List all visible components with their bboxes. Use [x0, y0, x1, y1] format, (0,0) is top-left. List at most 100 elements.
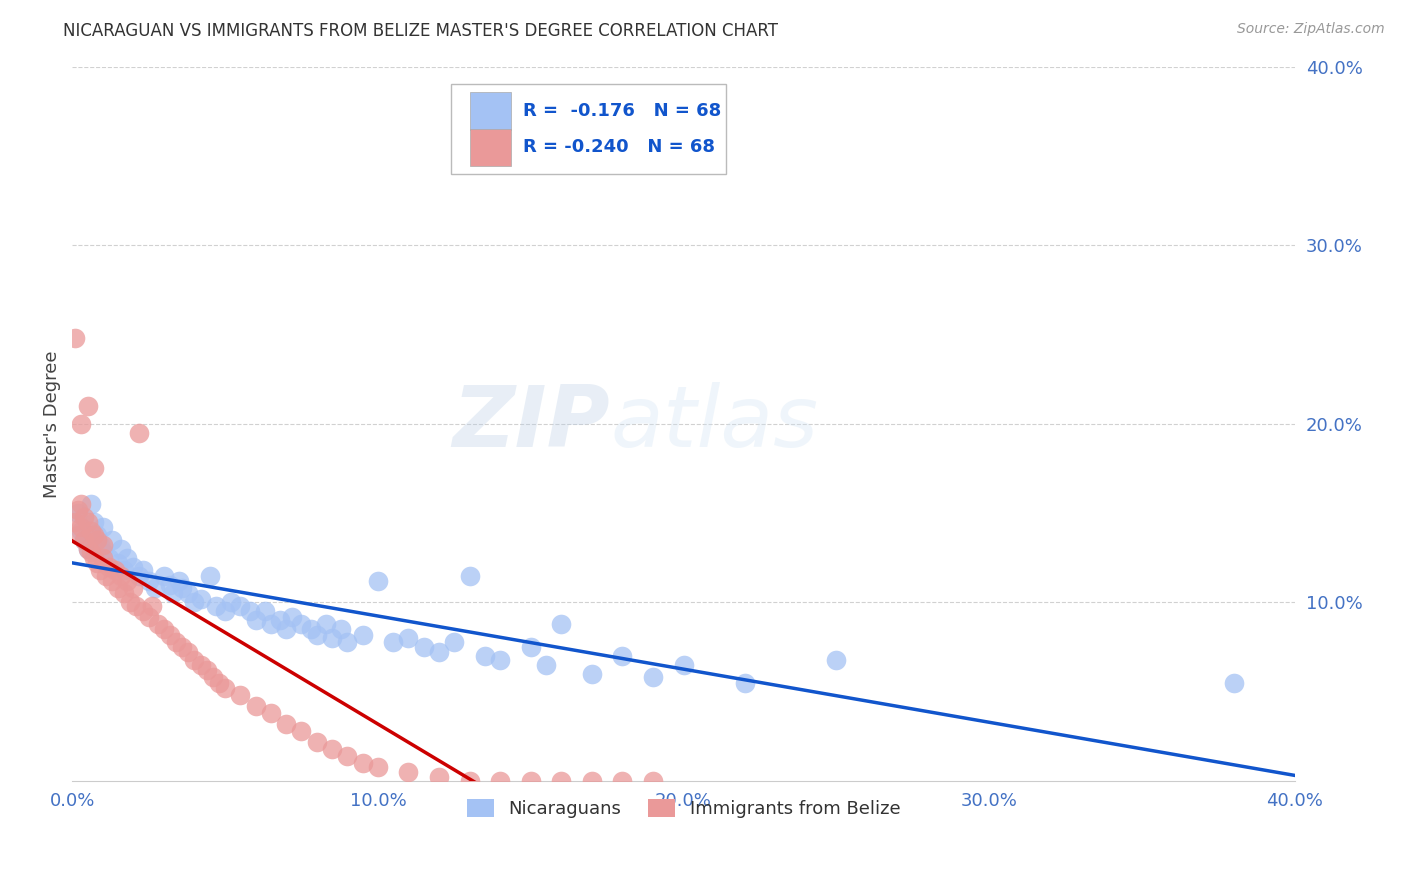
Point [205, 599, 228, 613]
FancyBboxPatch shape [470, 93, 512, 129]
Point [172, 640, 194, 654]
Point [519, 640, 541, 654]
Point [299, 622, 322, 636]
Point [76, 541, 98, 556]
Point [458, 774, 481, 789]
Point [229, 688, 252, 702]
Point [427, 645, 450, 659]
Point [138, 609, 160, 624]
Point [612, 774, 634, 789]
Point [110, 541, 132, 556]
Point [305, 627, 328, 641]
Point [290, 616, 312, 631]
Point [86, 527, 108, 541]
Point [73, 533, 96, 547]
FancyBboxPatch shape [470, 128, 512, 166]
Point [398, 631, 420, 645]
Point [67, 506, 90, 520]
Point [104, 563, 127, 577]
Point [153, 622, 176, 636]
Point [367, 760, 389, 774]
Text: Source: ZipAtlas.com: Source: ZipAtlas.com [1237, 22, 1385, 37]
Point [276, 622, 298, 636]
Point [260, 706, 283, 720]
Point [1222, 675, 1244, 690]
Point [143, 581, 166, 595]
Point [101, 533, 124, 547]
Point [128, 568, 150, 582]
Point [352, 627, 374, 641]
Y-axis label: Master's Degree: Master's Degree [44, 350, 60, 498]
Point [91, 520, 114, 534]
Point [112, 586, 135, 600]
Point [427, 771, 450, 785]
Point [131, 563, 153, 577]
Point [117, 550, 139, 565]
Point [412, 640, 434, 654]
Text: R = -0.240   N = 68: R = -0.240 N = 68 [523, 138, 716, 156]
Point [229, 599, 252, 613]
Point [276, 716, 298, 731]
Point [146, 616, 169, 631]
FancyBboxPatch shape [451, 85, 727, 174]
Point [290, 723, 312, 738]
Point [67, 502, 90, 516]
Point [195, 663, 218, 677]
Point [76, 399, 98, 413]
Point [398, 765, 420, 780]
Point [612, 648, 634, 663]
Point [131, 604, 153, 618]
Point [183, 595, 205, 609]
Point [159, 627, 181, 641]
Point [83, 461, 105, 475]
Point [67, 527, 90, 541]
Point [201, 670, 224, 684]
Point [122, 559, 145, 574]
Text: ZIP: ZIP [453, 383, 610, 466]
Point [641, 774, 664, 789]
Point [107, 581, 129, 595]
Point [581, 666, 603, 681]
Point [367, 574, 389, 588]
Point [97, 550, 120, 565]
Point [641, 670, 664, 684]
Point [382, 634, 405, 648]
Point [125, 599, 148, 613]
Point [117, 574, 139, 588]
Point [190, 657, 212, 672]
Point [128, 425, 150, 440]
Point [336, 749, 359, 764]
Point [245, 698, 267, 713]
Point [89, 538, 111, 552]
Point [550, 774, 572, 789]
Point [550, 616, 572, 631]
Point [177, 586, 200, 600]
Point [214, 604, 236, 618]
Point [73, 509, 96, 524]
Point [141, 599, 163, 613]
Point [70, 417, 93, 431]
Point [73, 533, 96, 547]
Point [159, 577, 181, 591]
Point [321, 631, 343, 645]
Point [89, 563, 111, 577]
Point [107, 556, 129, 570]
Point [330, 622, 353, 636]
Point [97, 559, 120, 574]
Point [110, 568, 132, 582]
Point [76, 515, 98, 529]
Point [65, 331, 87, 345]
Point [519, 774, 541, 789]
Point [534, 657, 557, 672]
Point [219, 595, 242, 609]
Point [190, 591, 212, 606]
Point [162, 586, 184, 600]
Point [165, 634, 187, 648]
Point [672, 657, 695, 672]
Point [167, 574, 190, 588]
Point [91, 545, 114, 559]
Point [122, 581, 145, 595]
Point [76, 541, 98, 556]
Point [138, 574, 160, 588]
Point [245, 613, 267, 627]
